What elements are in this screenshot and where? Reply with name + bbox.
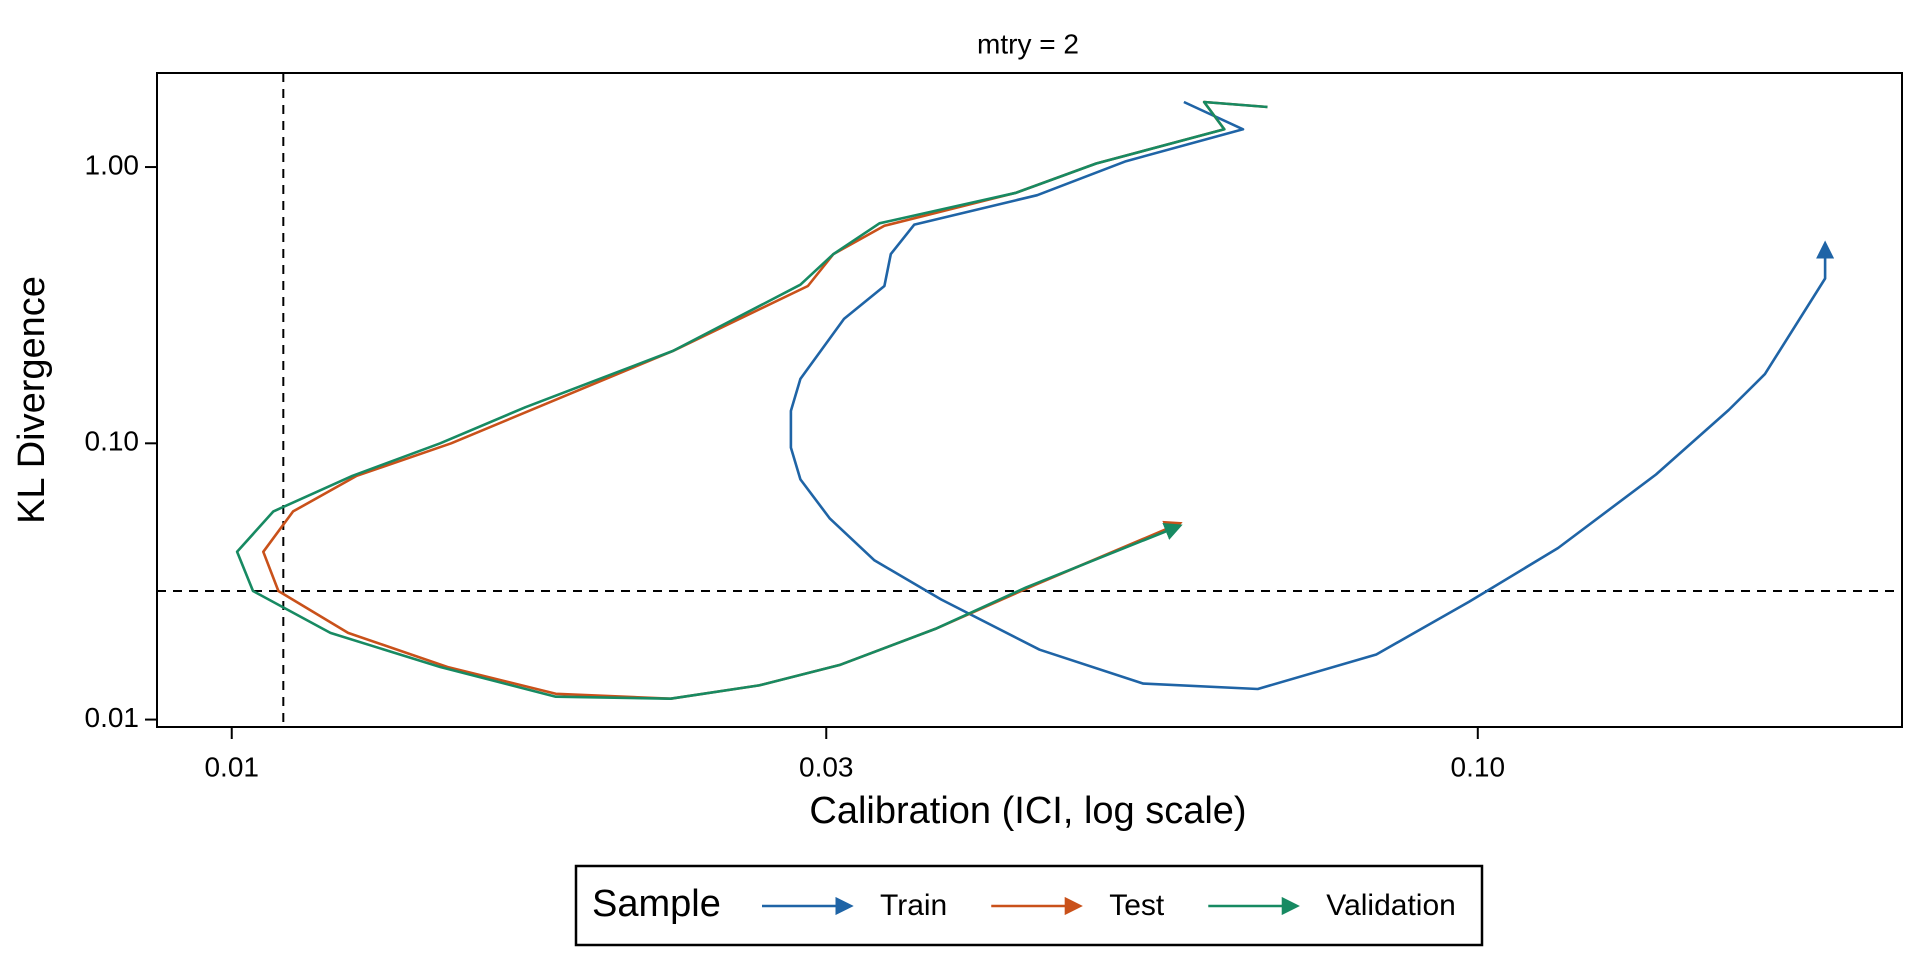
legend-label: Train [880,889,947,922]
y-tick-label: 0.10 [85,426,140,457]
y-tick-label: 1.00 [85,149,140,180]
x-axis-title: Calibration (ICI, log scale) [809,790,1246,832]
chart-title: mtry = 2 [977,28,1079,59]
x-tick-label: 0.03 [799,751,854,782]
series-line [789,100,1835,691]
y-tick-label: 0.01 [85,702,140,733]
x-tick-label: 0.01 [204,751,259,782]
legend-label: Test [1109,889,1165,922]
series-line [235,100,1268,700]
legend-box [574,864,1484,947]
plot-area [235,100,1835,700]
plot-frame [156,72,1903,728]
y-axis-title: KL Divergence [11,276,53,524]
legend-title: Sample [592,883,721,925]
legend-label: Validation [1326,889,1456,922]
series-line [262,100,1268,700]
x-tick-label: 0.10 [1451,751,1506,782]
